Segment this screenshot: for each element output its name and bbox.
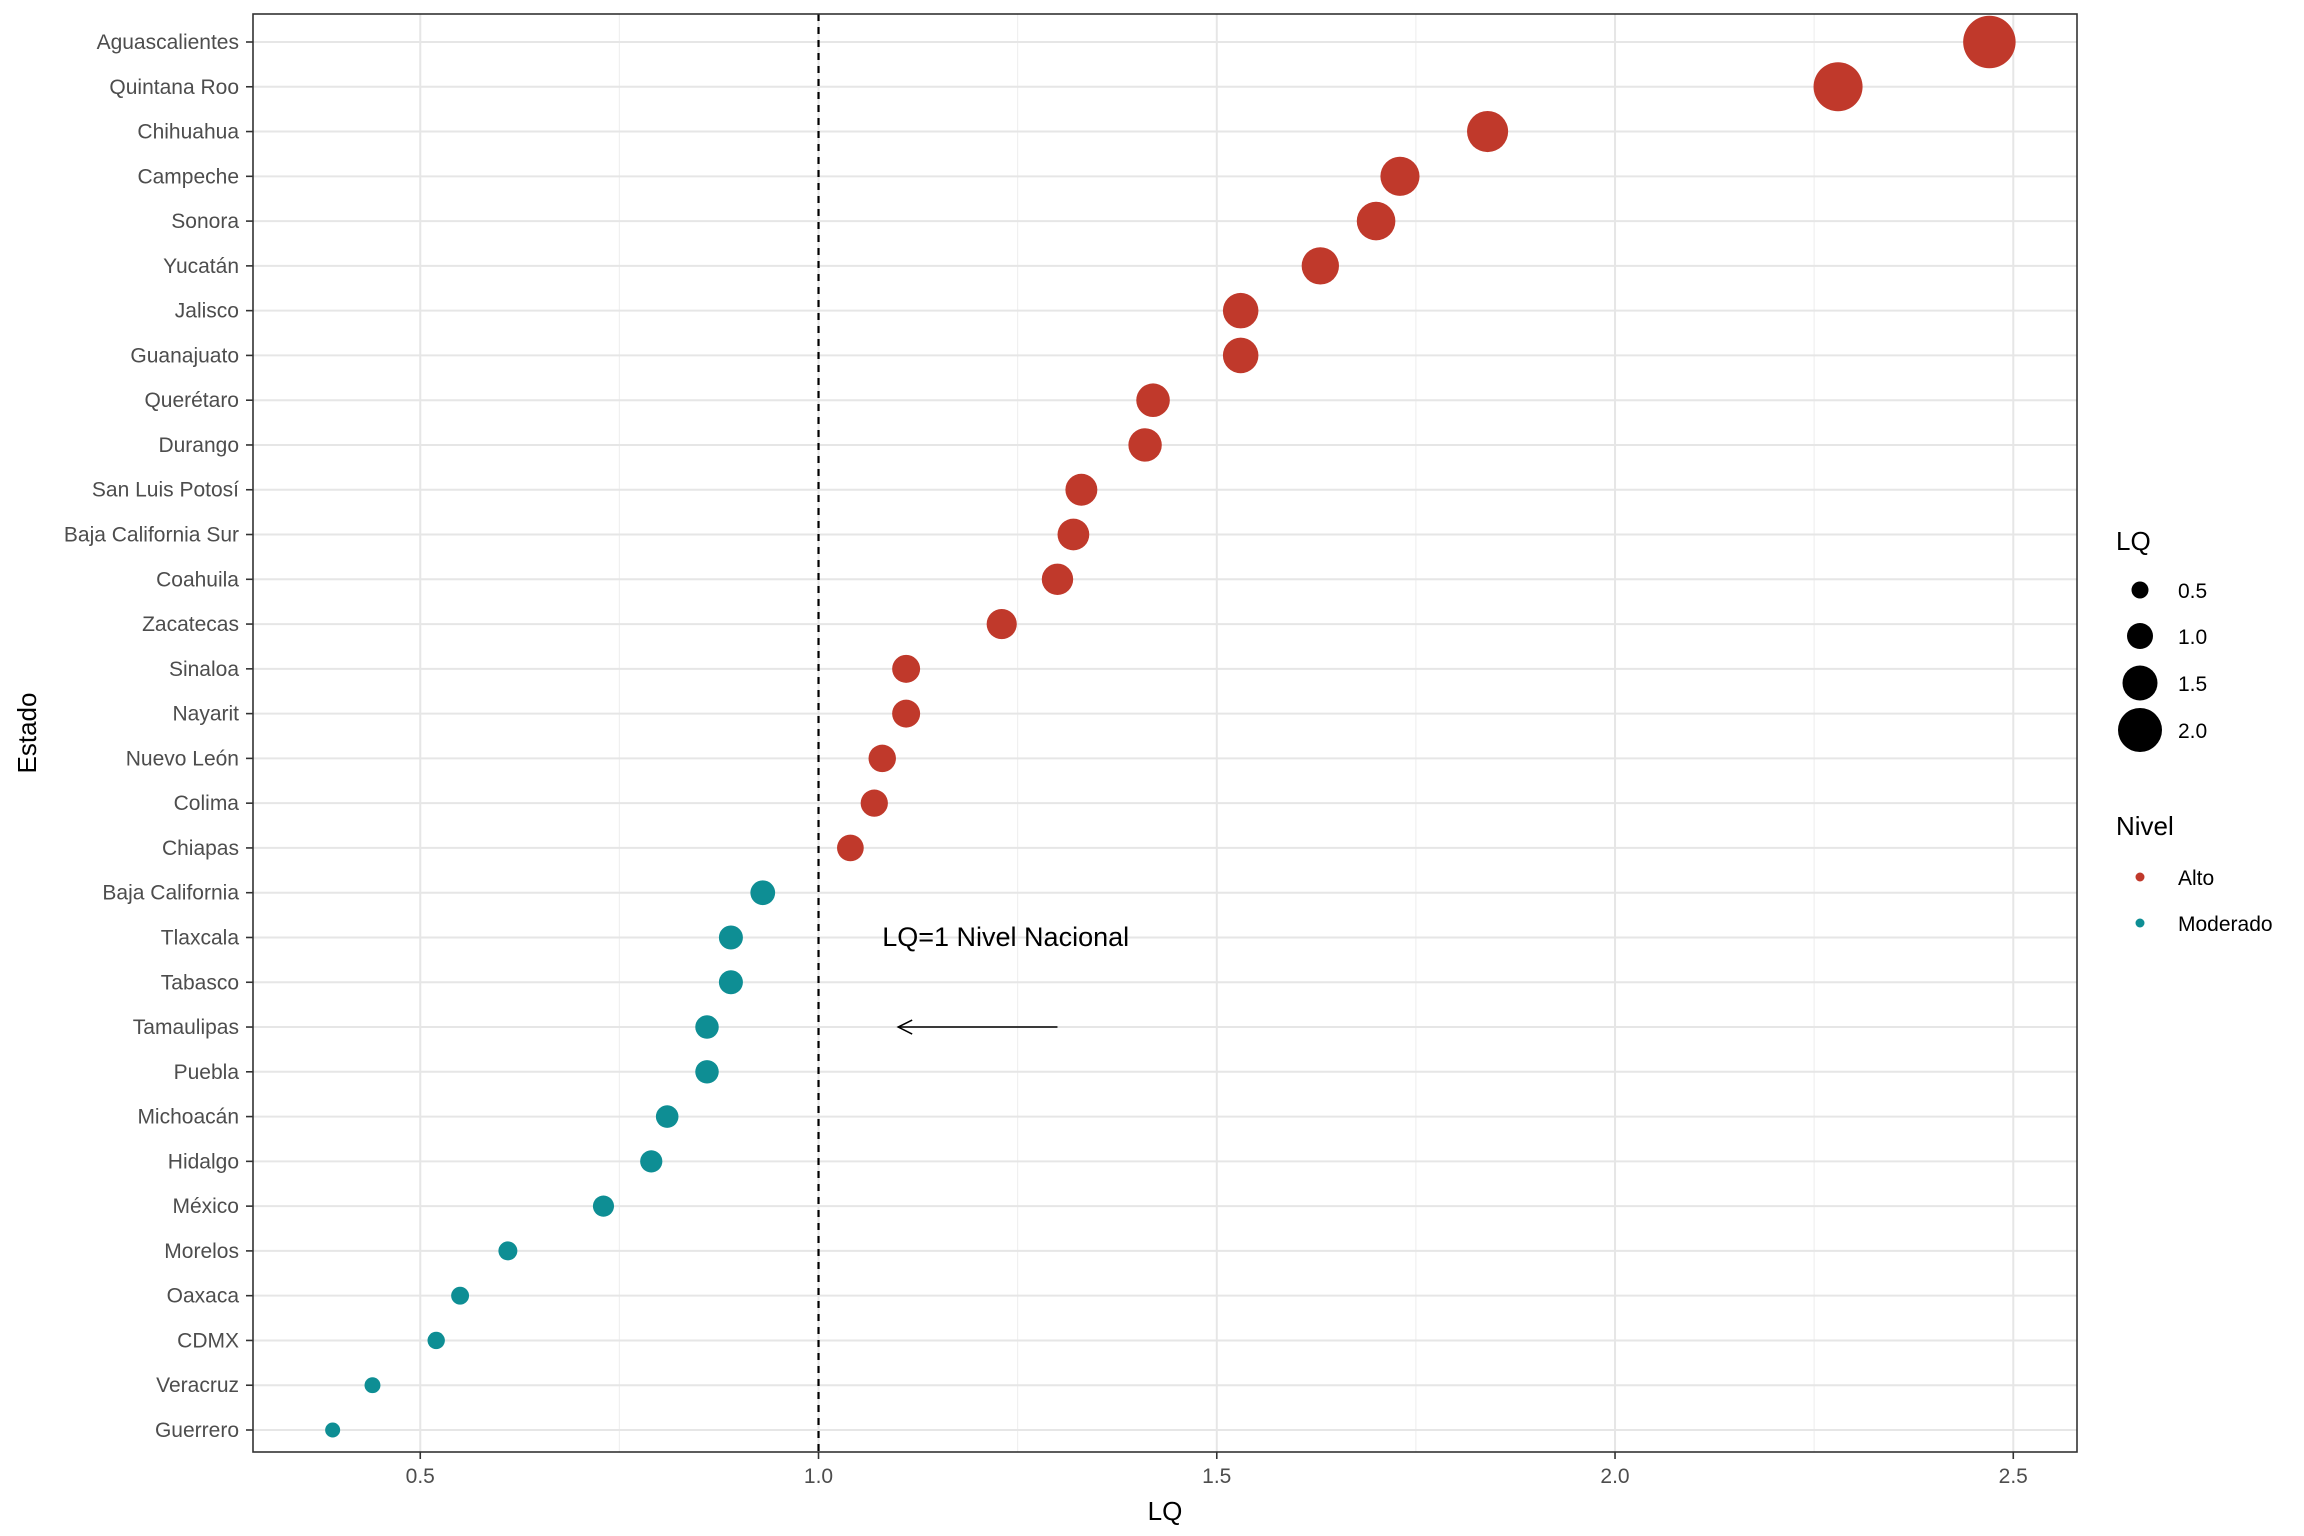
y-tick-label: Tamaulipas xyxy=(133,1016,239,1039)
data-point xyxy=(1813,62,1863,112)
legend-size-label: 2.0 xyxy=(2178,720,2207,743)
legend-color-key xyxy=(2135,918,2145,928)
data-point xyxy=(1136,383,1170,417)
y-tick-label: Sinaloa xyxy=(169,658,239,681)
annotation-text: LQ=1 Nivel Nacional xyxy=(882,922,1129,952)
y-tick-label: Baja California xyxy=(102,882,239,905)
data-point xyxy=(427,1331,445,1350)
data-point xyxy=(655,1105,679,1128)
data-point xyxy=(325,1422,341,1438)
y-tick-label: Jalisco xyxy=(175,300,239,323)
data-point xyxy=(1065,473,1098,506)
data-point xyxy=(695,1015,719,1039)
data-point xyxy=(1222,292,1259,329)
legend-size-label: 1.5 xyxy=(2178,673,2207,696)
y-tick-label: San Luis Potosí xyxy=(92,479,239,502)
legend-size-title: LQ xyxy=(2116,526,2151,556)
annotation-arrow-head xyxy=(896,1019,913,1035)
y-tick-label: Guanajuato xyxy=(130,344,239,367)
y-tick-label: Morelos xyxy=(164,1240,239,1263)
annotation-layer: LQ=1 Nivel Nacional xyxy=(882,922,1129,1035)
y-tick-label: Hidalgo xyxy=(168,1150,239,1173)
data-point xyxy=(1380,156,1420,196)
y-axis-title: Estado xyxy=(12,693,42,774)
y-tick-label: Chihuahua xyxy=(137,121,239,144)
x-tick-label: 1.5 xyxy=(1202,1465,1231,1488)
x-tick-label: 0.5 xyxy=(406,1465,435,1488)
legend-color-label: Alto xyxy=(2178,867,2214,890)
data-point xyxy=(640,1150,663,1173)
x-axis: 0.5 1.0 1.5 2.0 2.5 xyxy=(406,1452,2028,1488)
annotation-arrow xyxy=(896,1019,1058,1035)
data-points xyxy=(325,15,2016,1438)
data-point xyxy=(718,925,743,950)
y-tick-label: CDMX xyxy=(177,1329,239,1352)
y-tick-label: Nayarit xyxy=(172,703,239,726)
y-tick-label: Michoacán xyxy=(137,1106,239,1129)
y-tick-label: Campeche xyxy=(137,165,239,188)
y-tick-label: Tlaxcala xyxy=(161,926,240,949)
legend-color-key xyxy=(2135,872,2145,882)
legend-size-label: 0.5 xyxy=(2178,580,2207,603)
data-point xyxy=(364,1377,381,1394)
data-point xyxy=(892,699,921,728)
data-point xyxy=(892,654,921,683)
data-point xyxy=(592,1195,615,1217)
data-point xyxy=(837,834,864,862)
data-point xyxy=(1356,201,1396,241)
y-tick-label: Oaxaca xyxy=(167,1285,240,1308)
y-tick-label: Sonora xyxy=(171,210,239,233)
y-tick-label: Aguascalientes xyxy=(97,31,239,54)
data-point xyxy=(1041,563,1074,595)
data-point xyxy=(1301,247,1339,285)
legend-size-key xyxy=(2122,665,2158,701)
legend-color-title: Nivel xyxy=(2116,811,2174,841)
y-tick-label: Quintana Roo xyxy=(109,76,239,99)
data-point xyxy=(1467,110,1509,153)
y-tick-label: Yucatán xyxy=(163,255,239,278)
data-point xyxy=(1222,337,1259,374)
legend-color-label: Moderado xyxy=(2178,913,2273,936)
y-tick-label: Tabasco xyxy=(161,971,239,994)
x-tick-label: 1.0 xyxy=(804,1465,833,1488)
x-tick-label: 2.0 xyxy=(1600,1465,1629,1488)
data-point xyxy=(451,1286,470,1305)
y-tick-label: Colima xyxy=(174,792,240,815)
y-tick-label: Querétaro xyxy=(144,389,239,412)
x-axis-title: LQ xyxy=(1148,1496,1183,1526)
legend-color: Nivel Alto Moderado xyxy=(2116,811,2273,936)
panel-border xyxy=(252,13,2078,1453)
y-tick-label: Puebla xyxy=(174,1061,240,1084)
panel-background xyxy=(253,14,2077,1452)
data-point xyxy=(498,1241,518,1261)
y-tick-label: Coahuila xyxy=(156,568,239,591)
y-axis: Aguascalientes Quintana Roo Chihuahua Campe… xyxy=(64,31,253,1442)
y-tick-label: Veracruz xyxy=(156,1374,239,1397)
y-tick-label: México xyxy=(172,1195,239,1218)
legend-size-key xyxy=(2118,708,2162,752)
y-tick-label: Zacatecas xyxy=(142,613,239,636)
legend-size: LQ 0.5 1.0 1.5 2.0 xyxy=(2116,526,2207,752)
data-point xyxy=(1057,518,1090,551)
data-point xyxy=(1963,15,2016,69)
data-point xyxy=(860,789,888,817)
data-point xyxy=(1128,428,1162,462)
y-tick-label: Chiapas xyxy=(162,837,239,860)
data-point xyxy=(695,1060,719,1084)
y-tick-label: Nuevo León xyxy=(126,747,239,770)
y-tick-label: Baja California Sur xyxy=(64,524,239,547)
data-point xyxy=(750,880,776,906)
data-point xyxy=(986,608,1017,640)
data-point xyxy=(868,744,896,773)
x-tick-label: 2.5 xyxy=(1999,1465,2028,1488)
y-tick-label: Guerrero xyxy=(155,1419,239,1442)
data-point xyxy=(718,970,743,995)
grid-lines xyxy=(253,14,2077,1452)
y-tick-label: Durango xyxy=(158,434,239,457)
legend-size-label: 1.0 xyxy=(2178,626,2207,649)
legend-size-key xyxy=(2131,581,2149,599)
legend-size-key xyxy=(2127,623,2153,649)
